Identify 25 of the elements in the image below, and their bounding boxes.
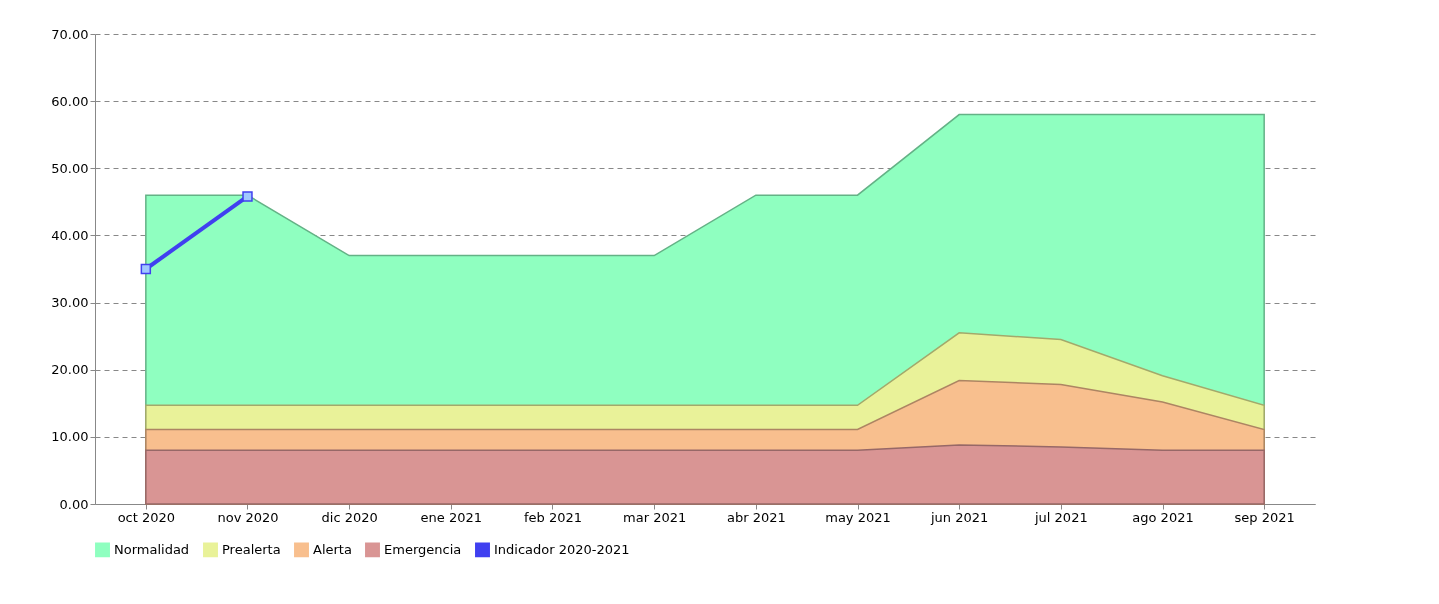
legend-label: Normalidad	[114, 541, 190, 557]
y-tick-label: 60.00	[51, 93, 89, 109]
y-tick-label: 40.00	[51, 227, 89, 243]
y-tick-label: 20.00	[51, 362, 89, 378]
x-tick-label: abr 2021	[726, 509, 786, 525]
x-tick-label: feb 2021	[523, 509, 583, 525]
legend-label: Prealerta	[222, 541, 281, 557]
y-tick-label: 10.00	[51, 429, 89, 445]
legend-label: Indicador 2020-2021	[494, 541, 630, 557]
x-tick-label: sep 2021	[1234, 509, 1295, 525]
y-tick-label: 30.00	[51, 295, 89, 311]
legend-label: Emergencia	[384, 541, 462, 557]
x-tick-label: may 2021	[825, 509, 891, 525]
y-tick-label: 50.00	[51, 160, 89, 176]
x-tick-label: jun 2021	[930, 509, 989, 525]
x-tick-label: jul 2021	[1033, 509, 1088, 525]
y-tick-label: 0.00	[59, 496, 89, 512]
x-tick-label: mar 2021	[623, 509, 687, 525]
x-tick-label: ene 2021	[420, 509, 483, 525]
x-tick-label: ago 2021	[1132, 509, 1194, 525]
x-tick-label: nov 2020	[217, 509, 279, 525]
y-tick-label: 70.00	[51, 26, 89, 42]
legend-label: Alerta	[313, 541, 352, 557]
x-tick-label: oct 2020	[117, 509, 176, 525]
x-tick-label: dic 2020	[321, 509, 378, 525]
